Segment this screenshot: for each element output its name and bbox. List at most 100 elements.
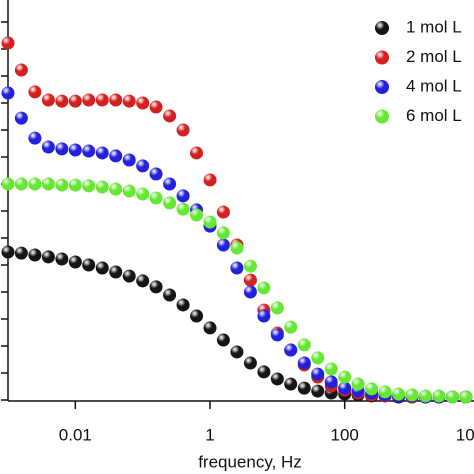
data-point bbox=[28, 177, 42, 191]
data-point bbox=[95, 93, 109, 107]
data-point bbox=[109, 182, 123, 196]
data-point bbox=[149, 167, 163, 181]
data-point bbox=[311, 367, 325, 381]
data-point bbox=[68, 255, 82, 269]
data-point bbox=[243, 273, 257, 287]
data-point bbox=[14, 246, 28, 260]
data-point bbox=[284, 320, 298, 334]
data-point bbox=[284, 343, 298, 357]
data-point bbox=[324, 375, 338, 389]
data-point bbox=[338, 370, 352, 384]
legend-marker bbox=[375, 80, 389, 94]
data-point bbox=[176, 202, 190, 216]
data-point bbox=[41, 177, 55, 191]
data-point bbox=[176, 189, 190, 203]
legend-marker bbox=[375, 21, 389, 35]
data-point bbox=[176, 123, 190, 137]
data-point bbox=[270, 372, 284, 386]
data-point bbox=[1, 36, 15, 50]
data-point bbox=[203, 321, 217, 335]
data-point bbox=[82, 144, 96, 158]
legend-label: 2 mol L bbox=[406, 47, 462, 66]
data-point bbox=[28, 85, 42, 99]
data-point bbox=[95, 180, 109, 194]
data-point bbox=[216, 238, 230, 252]
legend-label: 1 mol L bbox=[406, 17, 462, 36]
data-point bbox=[1, 86, 15, 100]
data-point bbox=[176, 298, 190, 312]
data-point bbox=[270, 301, 284, 315]
data-point bbox=[82, 179, 96, 193]
x-tick-label: 100 bbox=[331, 425, 359, 444]
data-point bbox=[82, 258, 96, 272]
data-point bbox=[203, 173, 217, 187]
data-point bbox=[163, 288, 177, 302]
data-point bbox=[297, 356, 311, 370]
data-point bbox=[14, 63, 28, 77]
data-point bbox=[257, 365, 271, 379]
data-point bbox=[95, 146, 109, 160]
data-point bbox=[55, 252, 69, 266]
data-point bbox=[190, 146, 204, 160]
data-point bbox=[378, 385, 392, 399]
data-point bbox=[257, 281, 271, 295]
data-point bbox=[243, 285, 257, 299]
data-point bbox=[41, 93, 55, 107]
data-point bbox=[418, 389, 432, 403]
data-point bbox=[55, 94, 69, 108]
legend-label: 4 mol L bbox=[406, 76, 462, 95]
data-point bbox=[109, 265, 123, 279]
legend-marker bbox=[375, 109, 389, 124]
data-point bbox=[122, 184, 136, 198]
data-point bbox=[41, 140, 55, 154]
data-point bbox=[270, 328, 284, 342]
data-point bbox=[216, 226, 230, 240]
x-axis-label: frequency, Hz bbox=[198, 452, 302, 471]
data-point bbox=[230, 241, 244, 255]
data-point bbox=[68, 178, 82, 192]
data-point bbox=[136, 159, 150, 173]
data-point bbox=[136, 274, 150, 288]
data-point bbox=[55, 142, 69, 156]
data-point bbox=[149, 191, 163, 205]
data-point bbox=[163, 196, 177, 210]
legend-marker bbox=[375, 50, 389, 65]
data-point bbox=[203, 215, 217, 229]
data-point bbox=[14, 177, 28, 191]
data-point bbox=[338, 381, 352, 395]
data-point bbox=[351, 377, 365, 391]
data-point bbox=[28, 131, 42, 145]
data-point bbox=[41, 250, 55, 264]
data-point bbox=[1, 177, 15, 191]
data-point bbox=[297, 338, 311, 352]
data-point bbox=[149, 280, 163, 294]
data-point bbox=[405, 388, 419, 402]
data-point bbox=[365, 382, 379, 396]
data-point bbox=[163, 109, 177, 123]
data-point bbox=[216, 333, 230, 347]
data-point bbox=[95, 261, 109, 275]
data-point bbox=[243, 259, 257, 273]
data-point bbox=[243, 356, 257, 370]
data-point bbox=[122, 94, 136, 108]
data-point bbox=[311, 351, 325, 365]
data-point bbox=[190, 309, 204, 323]
data-point bbox=[311, 384, 325, 398]
data-point bbox=[122, 269, 136, 283]
data-point bbox=[392, 387, 406, 401]
data-point bbox=[459, 390, 473, 404]
data-point bbox=[109, 149, 123, 163]
data-point bbox=[163, 177, 177, 191]
data-point bbox=[136, 187, 150, 201]
x-tick-label: 0.01 bbox=[59, 425, 92, 444]
data-point bbox=[1, 245, 15, 259]
data-point bbox=[136, 96, 150, 110]
data-point bbox=[230, 345, 244, 359]
data-point bbox=[68, 94, 82, 108]
data-point bbox=[55, 178, 69, 192]
data-point bbox=[230, 261, 244, 275]
data-point bbox=[109, 93, 123, 107]
legend-label: 6 mol L bbox=[406, 106, 462, 125]
x-tick-label: 1 bbox=[205, 425, 214, 444]
